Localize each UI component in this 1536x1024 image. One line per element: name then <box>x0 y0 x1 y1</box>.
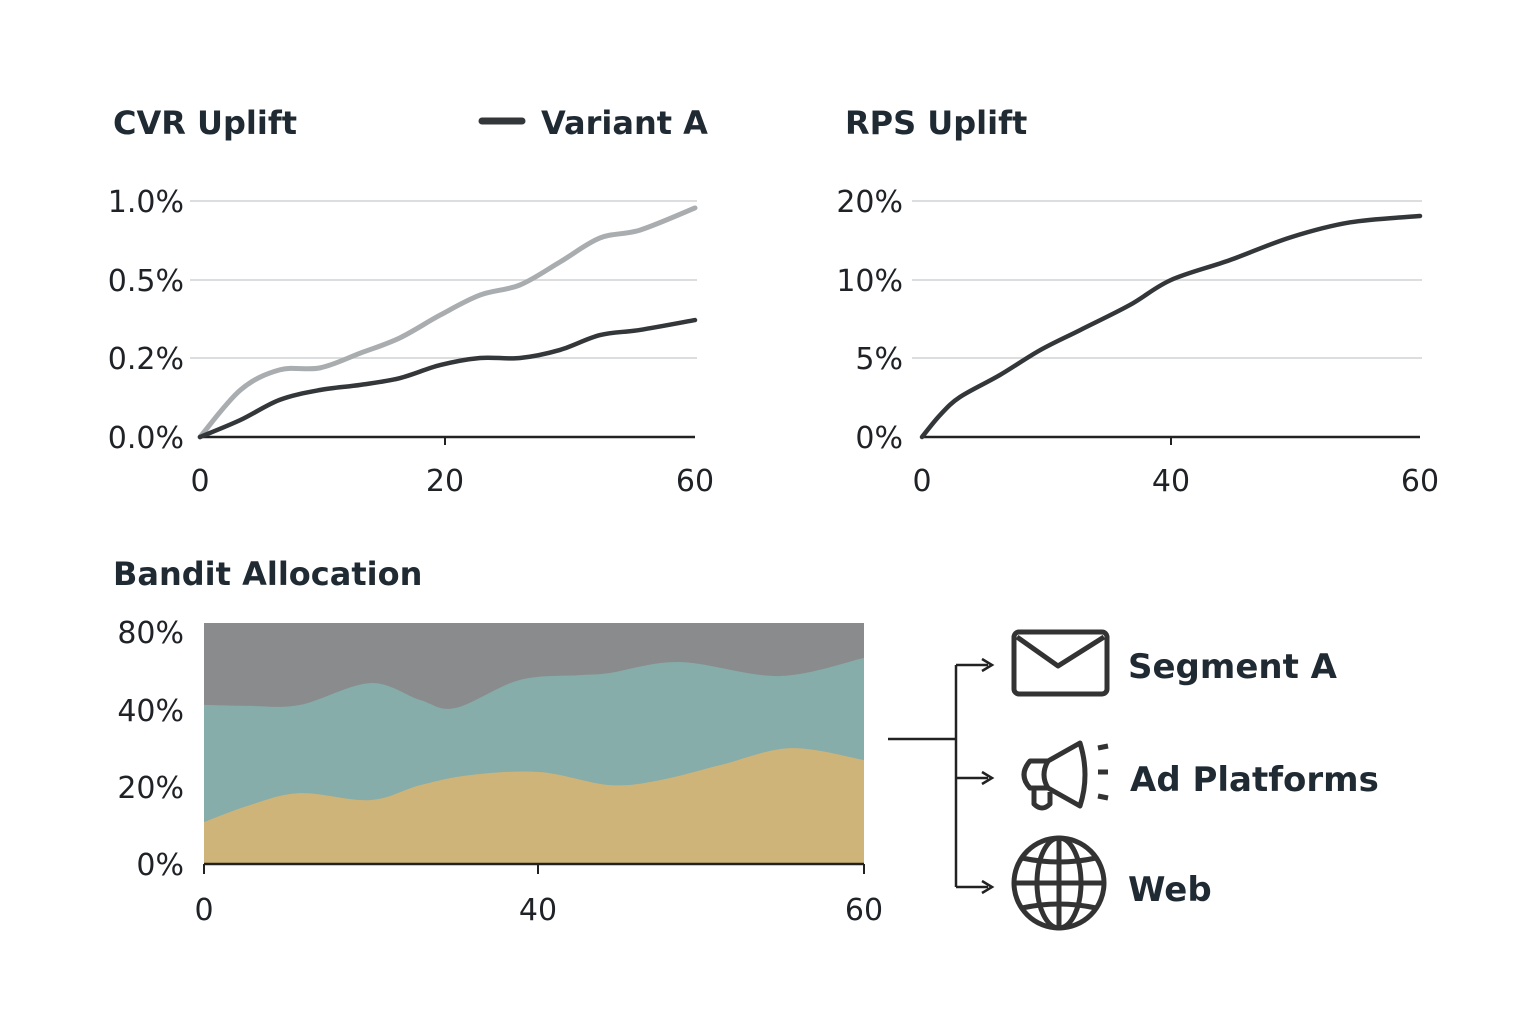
y-tick-label: 0% <box>855 421 903 456</box>
x-tick-label: 40 <box>519 893 557 928</box>
arrow-segment-a <box>956 657 995 673</box>
envelope-icon <box>1011 629 1110 697</box>
y-tick-label: 20% <box>836 185 903 220</box>
area-bottom-series <box>204 748 864 864</box>
legend-label-variant-a: Variant A <box>541 104 708 142</box>
x-tick-label: 20 <box>426 464 464 499</box>
connector-line <box>888 665 958 887</box>
channel-label-ad-platforms: Ad Platforms <box>1130 760 1379 800</box>
x-tick-label: 40 <box>1152 464 1190 499</box>
y-tick-label: 1.0% <box>108 185 184 220</box>
y-tick-label: 0.2% <box>108 342 184 377</box>
arrow-web <box>956 879 995 895</box>
y-tick-label: 80% <box>117 616 184 651</box>
channel-label-segment-a: Segment A <box>1128 647 1338 687</box>
channel-label-web: Web <box>1128 870 1212 910</box>
bandit-chart-title: Bandit Allocation <box>113 555 422 593</box>
channel-flow <box>888 657 995 895</box>
arrow-ad-platforms <box>956 770 995 786</box>
x-tick-label: 60 <box>845 893 883 928</box>
y-tick-label: 40% <box>117 694 184 729</box>
y-tick-label: 0.5% <box>108 264 184 299</box>
x-tick-label: 0 <box>194 893 213 928</box>
x-tick-label: 60 <box>1401 464 1439 499</box>
cvr-uplift-chart: CVR Uplift Variant A 0.0% 0.2% 0.5% 1.0% 0 20… <box>108 104 714 499</box>
x-tick-label: 0 <box>912 464 931 499</box>
y-tick-label: 20% <box>117 771 184 806</box>
globe-icon <box>1011 835 1107 931</box>
x-tick-label: 60 <box>676 464 714 499</box>
bandit-allocation-chart: Bandit Allocation 0% 20% 40% 80% 0 40 60 <box>113 555 883 928</box>
series-line-variant-a <box>197 317 698 440</box>
y-tick-label: 5% <box>855 342 903 377</box>
y-tick-label: 10% <box>836 264 903 299</box>
rps-chart-title: RPS Uplift <box>845 104 1027 142</box>
rps-uplift-chart: RPS Uplift 0% 5% 10% 20% 0 40 60 <box>836 104 1439 499</box>
cvr-chart-title: CVR Uplift <box>113 104 297 142</box>
x-tick-label: 0 <box>190 464 209 499</box>
y-tick-label: 0.0% <box>108 421 184 456</box>
series-line <box>919 213 1423 440</box>
series-line <box>197 205 698 440</box>
cvr-legend: Variant A <box>478 104 708 142</box>
megaphone-icon <box>1021 740 1109 811</box>
y-tick-label: 0% <box>136 848 184 883</box>
